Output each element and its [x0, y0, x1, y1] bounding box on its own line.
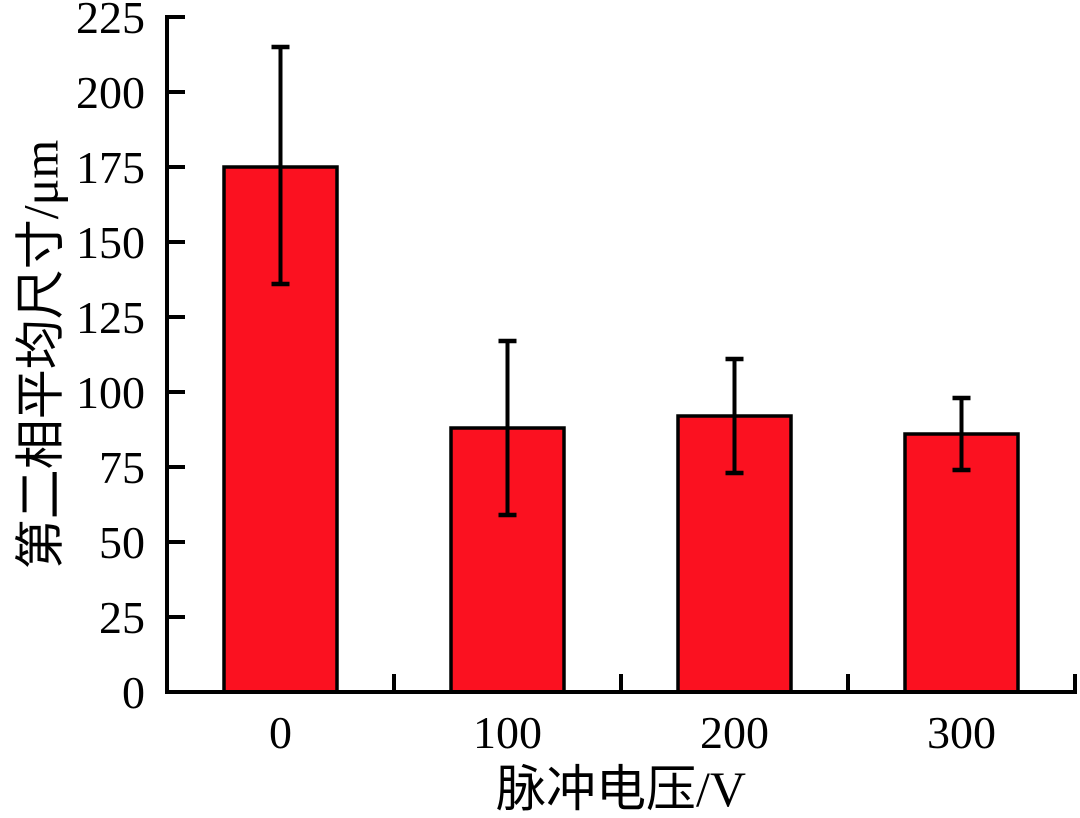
y-tick-label: 175 [76, 142, 145, 193]
bar [903, 432, 1020, 694]
y-tick-label: 50 [99, 517, 145, 568]
x-tick-label: 200 [700, 707, 769, 758]
y-tick-label: 25 [99, 592, 145, 643]
x-tick-label: 300 [927, 707, 996, 758]
y-tick-label: 75 [99, 442, 145, 493]
y-tick-label: 225 [76, 0, 145, 43]
y-tick-label: 100 [76, 367, 145, 418]
x-axis-title: 脉冲电压/V [496, 761, 746, 817]
y-tick-label: 200 [76, 67, 145, 118]
y-axis-title: 第二相平均尺寸/μm [13, 140, 69, 570]
y-tick-label: 150 [76, 217, 145, 268]
x-tick-label: 0 [269, 707, 292, 758]
x-tick-label: 100 [473, 707, 542, 758]
y-tick-label: 0 [122, 667, 145, 718]
y-tick-label: 125 [76, 292, 145, 343]
